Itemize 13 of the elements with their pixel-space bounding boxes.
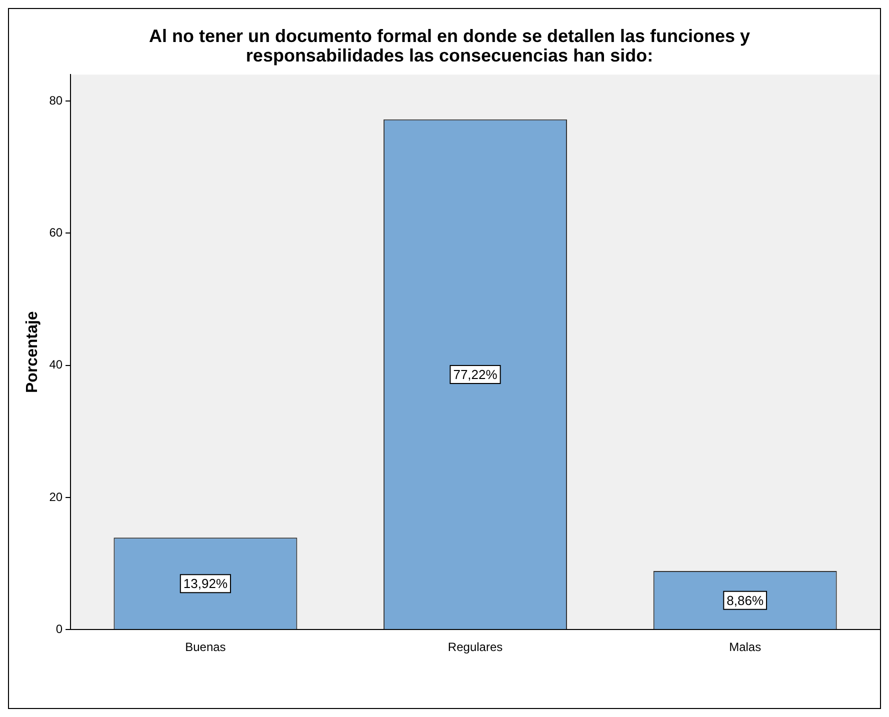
y-tick-label: 60 [49,225,63,240]
chart-title: Al no tener un documento formal en donde se detallen las funciones y responsabilidades las consecuencias han sido: [148,26,750,66]
data-label: 77,22% [453,367,498,382]
data-label: 8,86% [726,592,764,608]
y-axis-title: Porcentaje [24,311,42,394]
x-tick-label: Regulares [448,640,503,654]
y-tick-label: 20 [49,490,63,504]
y-tick-label: 80 [49,93,63,108]
x-tick-label: Malas [729,640,762,654]
y-tick-label: 40 [49,358,63,372]
y-tick-label: 0 [56,622,63,636]
data-label: 13,92% [183,576,228,592]
x-tick-label: Buenas [185,640,226,654]
